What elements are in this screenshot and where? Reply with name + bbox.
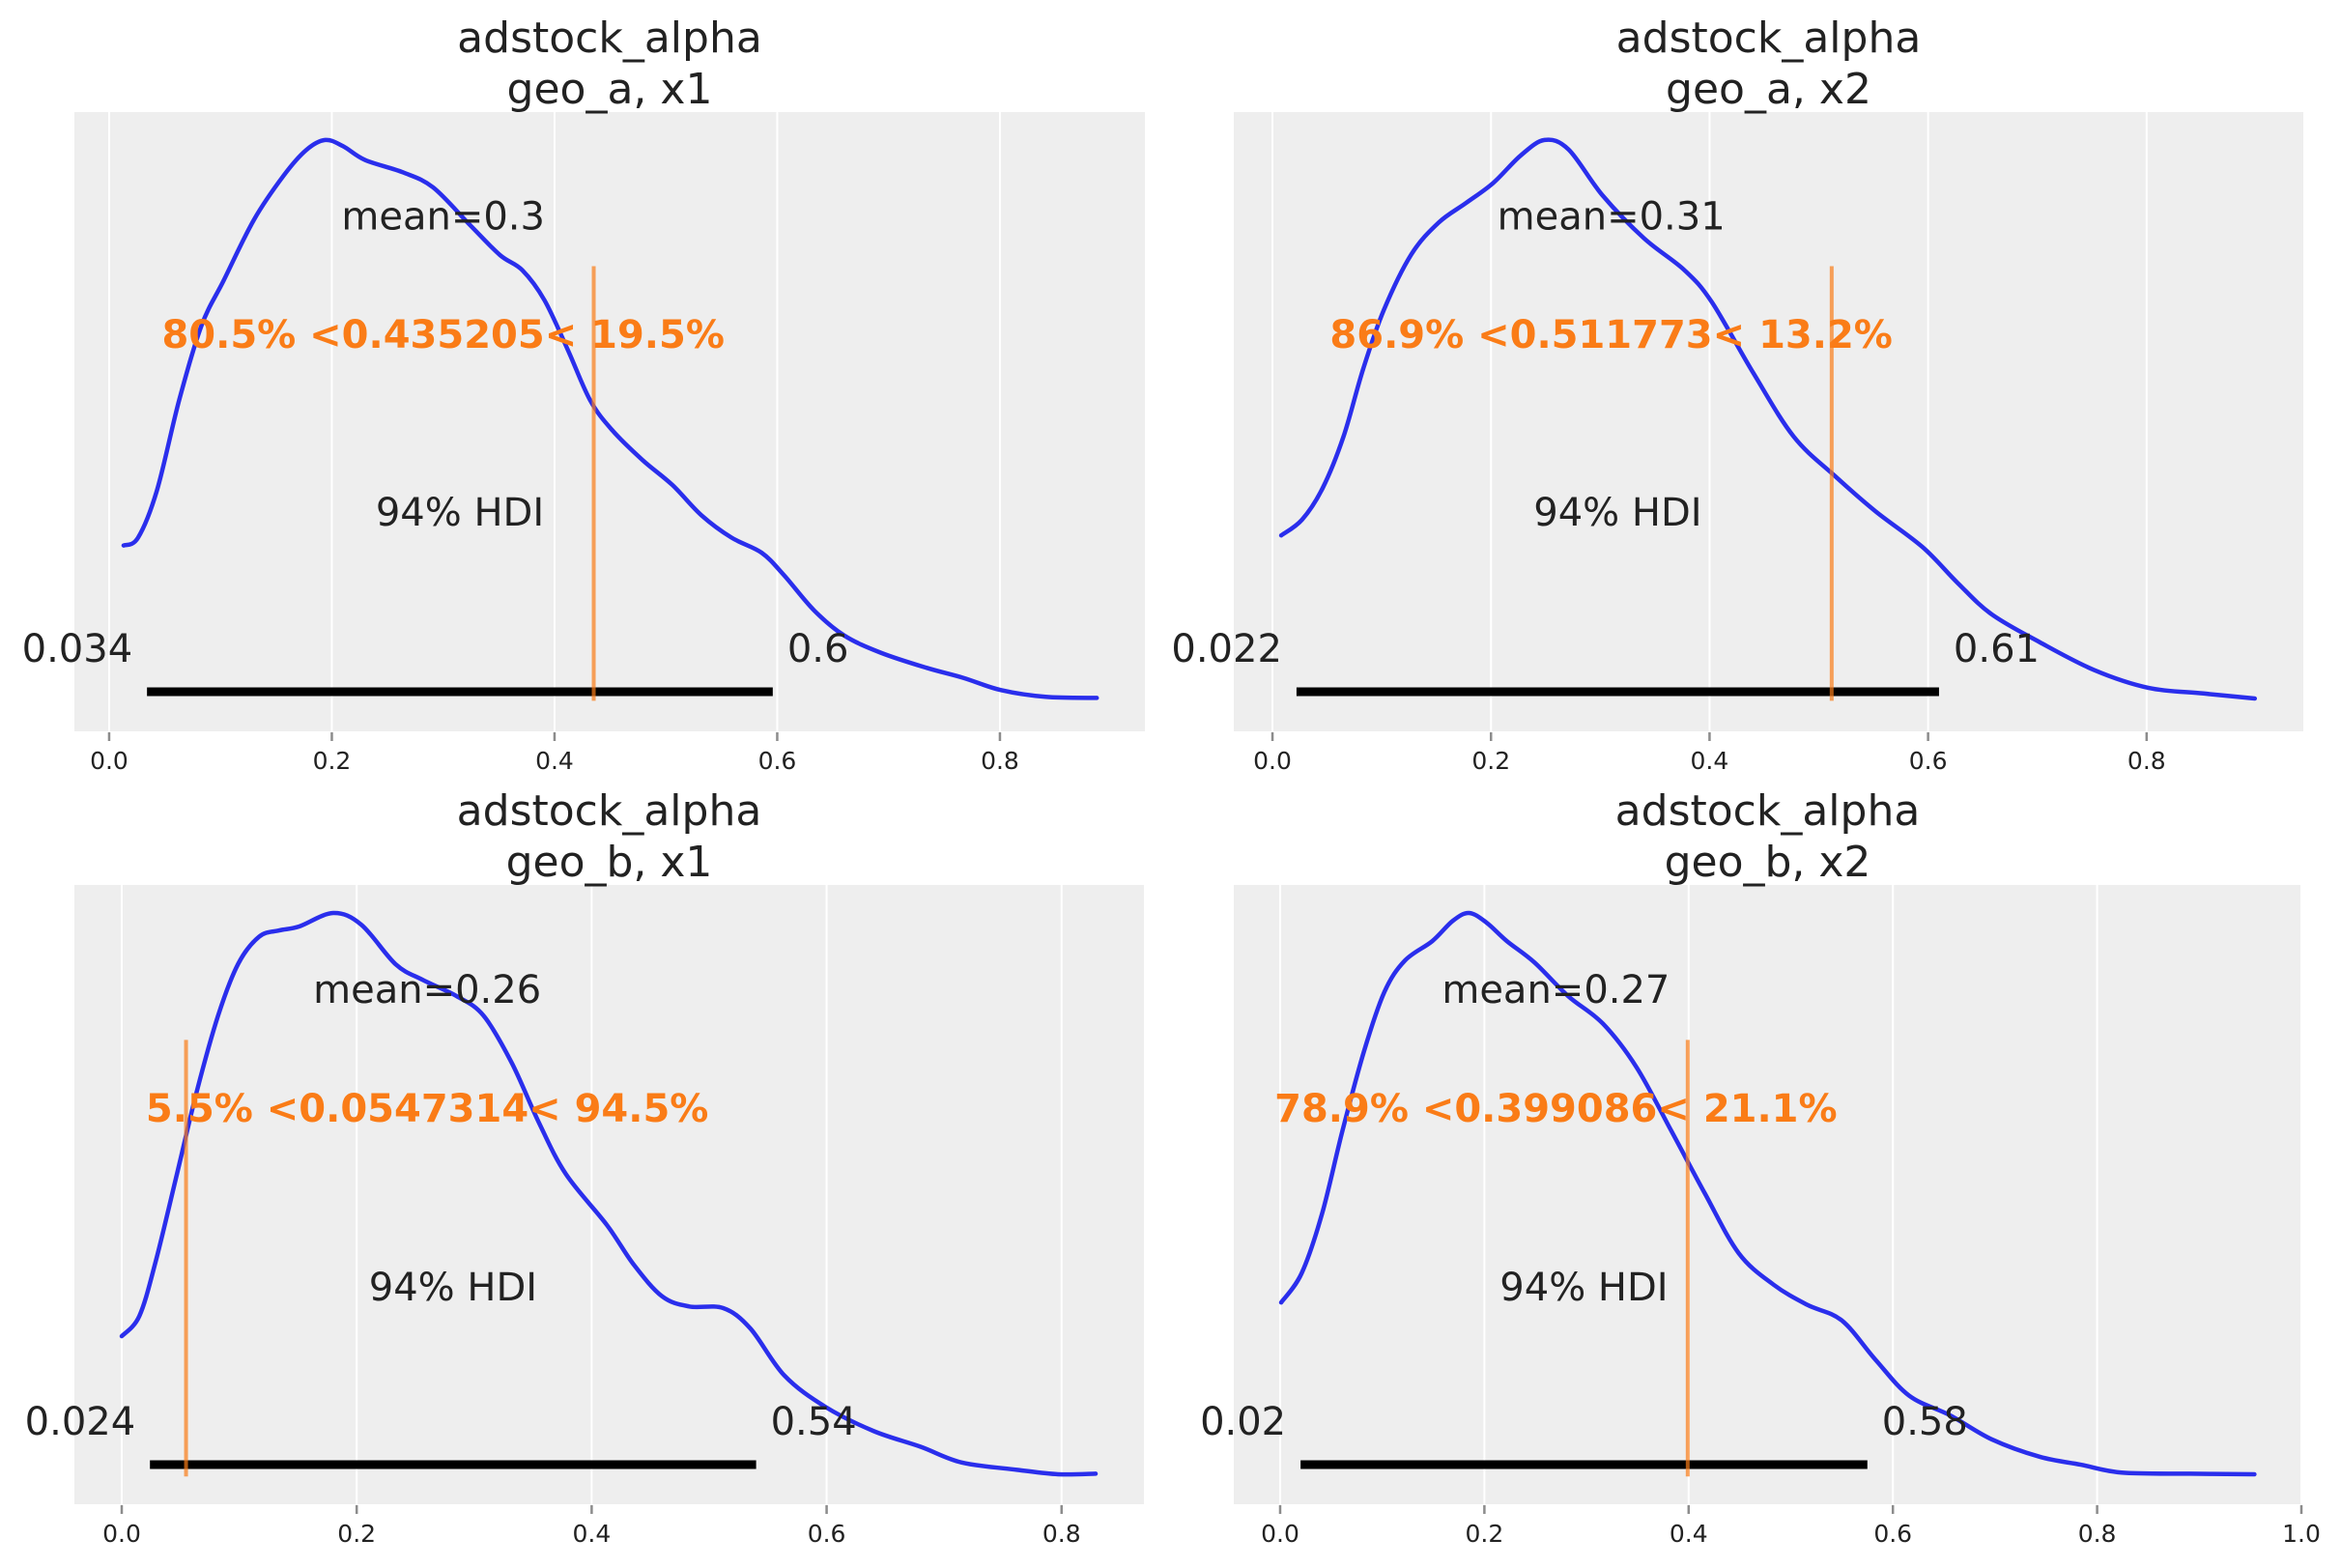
x-tick-label: 0.4: [535, 747, 574, 775]
x-tick-label: 0.4: [572, 1520, 611, 1548]
ref-value-label: 86.9% <0.511773< 13.2%: [1329, 313, 1892, 357]
x-tick-label: 0.0: [90, 747, 128, 775]
kde-curve: [1278, 910, 2257, 1477]
hdi-low-label: 0.034: [22, 627, 133, 671]
panel-subtitle: geo_a, x2: [1666, 65, 1871, 114]
panel-title: adstock_alpha: [457, 14, 762, 63]
x-tick-label: 0.8: [2127, 747, 2166, 775]
hdi-high-label: 0.6: [787, 627, 849, 671]
axes-background: [1234, 112, 2303, 731]
kde-curve: [1278, 137, 2258, 701]
hdi-prob-label: 94% HDI: [369, 1266, 537, 1310]
panel-title: adstock_alpha: [457, 786, 762, 836]
x-tick-label: 0.6: [1873, 1520, 1912, 1548]
posterior-panel: 0.0 0.2 0.4 0.6 0.8 0.024 0.54 94% HDI mean=0.26…: [25, 786, 1144, 1548]
x-tick-label: 0.6: [808, 1520, 846, 1548]
point-estimate-label: mean=0.26: [313, 968, 541, 1012]
hdi-low-label: 0.024: [25, 1400, 136, 1444]
x-tick-label: 0.2: [313, 747, 352, 775]
point-estimate-label: mean=0.31: [1498, 194, 1726, 239]
x-tick-label: 0.8: [2078, 1520, 2117, 1548]
ref-value-label: 78.9% <0.399086< 21.1%: [1274, 1087, 1837, 1131]
x-tick-label: 0.6: [1909, 747, 1948, 775]
point-estimate-label: mean=0.27: [1442, 968, 1670, 1012]
hdi-low-label: 0.022: [1171, 627, 1282, 671]
hdi-low-label: 0.02: [1200, 1400, 1286, 1444]
axes-background: [1234, 885, 2301, 1504]
hdi-high-label: 0.54: [771, 1400, 857, 1444]
x-tick-label: 0.6: [758, 747, 797, 775]
ref-value-label: 80.5% <0.435205< 19.5%: [161, 313, 724, 357]
x-tick-label: 0.4: [1670, 1520, 1708, 1548]
hdi-prob-label: 94% HDI: [376, 491, 544, 535]
x-tick-label: 0.2: [1471, 747, 1510, 775]
x-tick-label: 0.0: [102, 1520, 141, 1548]
posterior-panel: 0.0 0.2 0.4 0.6 0.8 0.022 0.61 94% HDI mean=0.31…: [1171, 14, 2303, 775]
x-tick-label: 0.8: [981, 747, 1019, 775]
hdi-high-label: 0.58: [1882, 1400, 1968, 1444]
kde-curve: [119, 910, 1099, 1477]
posterior-panel: 0.0 0.2 0.4 0.6 0.8 1.0 0.02 0.58 94% HDI mean=0.…: [1200, 786, 2321, 1548]
panel-title: adstock_alpha: [1615, 786, 1921, 836]
hdi-prob-label: 94% HDI: [1533, 491, 1701, 535]
panel-title: adstock_alpha: [1616, 14, 1922, 63]
x-tick-label: 0.0: [1261, 1520, 1299, 1548]
axes-background: [74, 112, 1145, 731]
x-tick-label: 0.4: [1691, 747, 1729, 775]
axes-background: [74, 885, 1144, 1504]
x-tick-label: 1.0: [2282, 1520, 2321, 1548]
panel-subtitle: geo_b, x2: [1665, 838, 1871, 887]
panel-subtitle: geo_b, x1: [506, 838, 713, 887]
x-tick-label: 0.2: [337, 1520, 376, 1548]
panel-subtitle: geo_a, x1: [507, 65, 713, 114]
point-estimate-label: mean=0.3: [341, 194, 545, 239]
kde-curve: [121, 137, 1099, 700]
ref-value-label: 5.5% <0.0547314< 94.5%: [146, 1087, 708, 1131]
posterior-panel: 0.0 0.2 0.4 0.6 0.8 0.034 0.6 94% HDI mean=0.3 80…: [22, 14, 1145, 775]
hdi-prob-label: 94% HDI: [1499, 1266, 1668, 1310]
x-tick-label: 0.2: [1466, 1520, 1504, 1548]
hdi-high-label: 0.61: [1954, 627, 2040, 671]
x-tick-label: 0.0: [1253, 747, 1292, 775]
x-tick-label: 0.8: [1042, 1520, 1081, 1548]
